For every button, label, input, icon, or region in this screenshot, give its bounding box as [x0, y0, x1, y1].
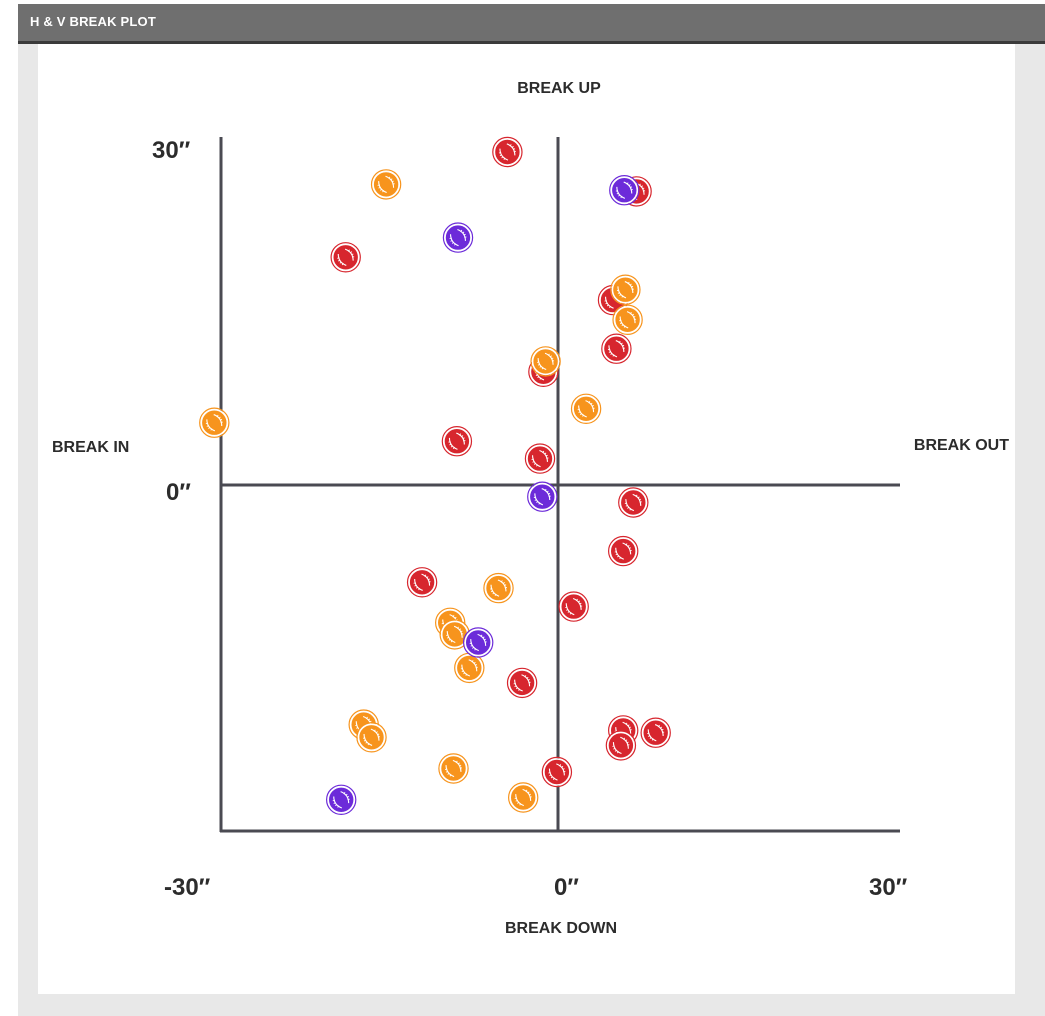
data-point	[330, 242, 361, 273]
data-point	[541, 756, 573, 788]
label-break-out: BREAK OUT	[914, 437, 1009, 454]
data-point	[441, 426, 473, 457]
break-plot-panel: H & V BREAK PLOT BREAK UP BREAK DOWN BRE…	[18, 4, 1045, 1016]
data-point	[524, 443, 556, 474]
data-point	[610, 274, 641, 305]
data-point	[406, 567, 438, 598]
y-tick-top: 30″	[152, 137, 191, 164]
data-point	[612, 304, 643, 335]
chart-card: BREAK UP BREAK DOWN BREAK IN BREAK OUT 3…	[38, 44, 1015, 994]
x-tick-left: -30″	[164, 874, 211, 901]
data-point	[558, 591, 589, 622]
data-point	[640, 717, 671, 748]
data-point	[508, 782, 539, 813]
data-point	[438, 753, 469, 784]
data-point	[356, 722, 387, 753]
data-point	[492, 136, 523, 168]
data-point	[326, 784, 357, 815]
data-point	[483, 572, 514, 604]
data-point	[605, 730, 637, 761]
data-point	[370, 169, 402, 200]
data-point	[618, 487, 649, 518]
data-point	[608, 535, 639, 567]
data-point	[199, 407, 230, 438]
data-point	[506, 667, 538, 699]
data-point	[530, 346, 561, 377]
data-point	[463, 627, 494, 658]
label-break-down: BREAK DOWN	[505, 920, 617, 937]
data-point	[439, 619, 470, 650]
data-points	[199, 136, 671, 815]
data-point	[609, 174, 640, 206]
data-point	[570, 393, 602, 424]
data-point	[442, 222, 474, 253]
panel-title: H & V BREAK PLOT	[30, 14, 156, 29]
break-plot-chart: BREAK UP BREAK DOWN BREAK IN BREAK OUT 3…	[52, 80, 1009, 937]
y-tick-zero: 0″	[166, 479, 191, 506]
panel-header: H & V BREAK PLOT	[18, 4, 1045, 44]
label-break-in: BREAK IN	[52, 439, 129, 456]
label-break-up: BREAK UP	[517, 80, 601, 97]
data-point	[527, 481, 558, 512]
data-point	[601, 333, 632, 364]
x-tick-right: 30″	[869, 874, 908, 901]
data-point	[454, 652, 485, 684]
x-tick-center: 0″	[554, 874, 579, 901]
